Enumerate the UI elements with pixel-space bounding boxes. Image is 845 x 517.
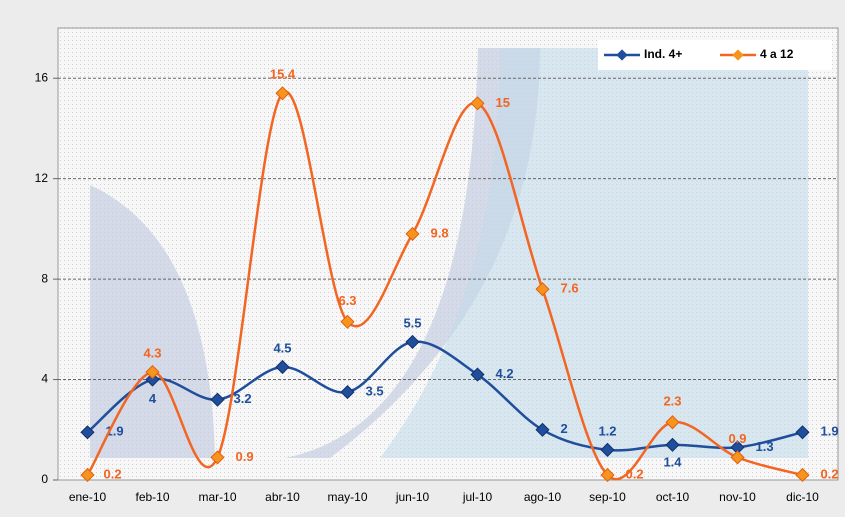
data-label: 4.2 [496, 366, 514, 381]
decoration [285, 48, 540, 458]
marker [145, 372, 160, 387]
legend-label: Ind. 4+ [644, 47, 682, 61]
marker [275, 359, 290, 375]
data-label: 9.8 [431, 225, 449, 240]
y-tick-label: 12 [35, 171, 49, 185]
legend-marker [616, 49, 628, 61]
x-tick-label: dic-10 [786, 490, 819, 504]
y-tick-label: 4 [41, 372, 48, 386]
marker [535, 422, 550, 437]
data-label: 3.2 [234, 391, 252, 406]
marker [145, 364, 160, 380]
x-tick-label: jul-10 [462, 490, 493, 504]
x-tick-label: oct-10 [656, 490, 690, 504]
legend-label: 4 a 12 [760, 47, 794, 61]
marker [470, 96, 485, 111]
x-tick-label: sep-10 [589, 490, 626, 504]
x-tick-label: abr-10 [265, 490, 300, 504]
data-label: 4.5 [273, 340, 291, 355]
marker [405, 334, 420, 349]
data-label: 0.9 [236, 449, 254, 464]
data-label: 0.9 [728, 431, 746, 446]
marker [665, 437, 680, 452]
data-label: 6.3 [338, 293, 356, 308]
data-label: 1.9 [821, 424, 839, 439]
data-label: 7.6 [561, 281, 579, 296]
x-tick-label: ago-10 [524, 490, 562, 504]
data-label: 4.3 [143, 345, 161, 360]
marker [600, 467, 615, 483]
data-label: 0.2 [104, 466, 122, 481]
marker [470, 367, 485, 382]
x-tick-label: ene-10 [69, 490, 107, 504]
x-tick-label: may-10 [327, 490, 367, 504]
data-label: 3.5 [366, 384, 384, 399]
x-tick-label: mar-10 [198, 490, 236, 504]
data-label: 2.3 [663, 394, 681, 409]
marker [730, 450, 745, 465]
data-label: 15.4 [270, 67, 296, 82]
marker [340, 385, 355, 400]
marker [535, 282, 550, 297]
marker [730, 440, 745, 455]
y-tick-label: 8 [41, 271, 48, 285]
y-tick-label: 16 [35, 70, 49, 84]
marker [275, 86, 290, 101]
data-label: 4 [149, 391, 157, 406]
marker [795, 425, 810, 440]
data-label: 1.4 [663, 454, 682, 469]
marker [340, 314, 355, 329]
data-label: 0.2 [626, 466, 644, 481]
marker [210, 450, 225, 465]
marker [795, 467, 810, 483]
x-tick-label: feb-10 [135, 490, 169, 504]
y-tick-label: 0 [41, 472, 48, 486]
data-label: 2 [561, 421, 568, 436]
marker [405, 226, 420, 241]
x-tick-label: nov-10 [719, 490, 756, 504]
decoration [380, 48, 808, 458]
marker [210, 392, 225, 407]
data-label: 1.2 [598, 423, 616, 438]
marker [80, 425, 95, 440]
marker [665, 415, 680, 430]
marker [600, 442, 615, 457]
data-label: 15 [496, 95, 510, 110]
legend-marker [732, 49, 744, 61]
marker [80, 467, 95, 483]
data-label: 0.2 [821, 466, 839, 481]
data-label: 1.3 [756, 439, 774, 454]
data-label: 5.5 [403, 315, 421, 330]
x-tick-label: jun-10 [395, 490, 430, 504]
decoration [90, 185, 215, 458]
